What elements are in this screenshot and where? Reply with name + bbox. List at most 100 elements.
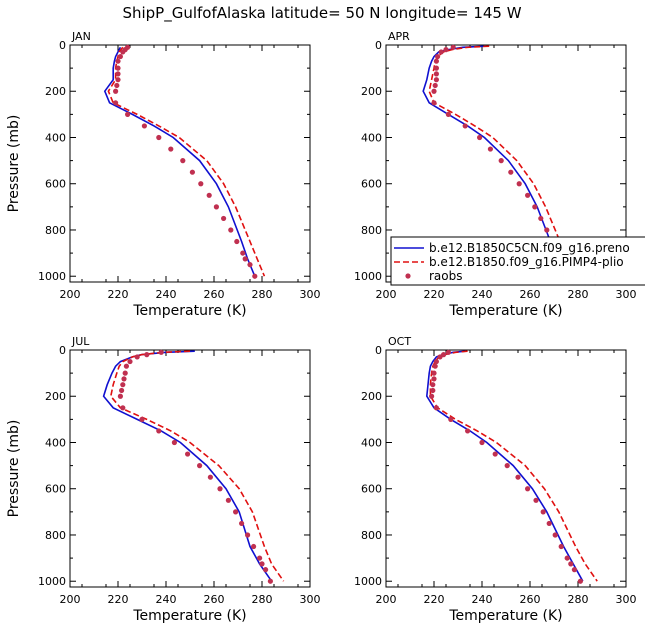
panel-jan: 200 220 240 260 280 300 0 200 400 600 800 1000 JAN Te… — [6, 30, 321, 319]
y-tick-label: 200 — [45, 390, 66, 403]
raobs-point — [538, 215, 544, 222]
raobs-point — [120, 49, 126, 55]
y-tick-label: 800 — [45, 224, 66, 237]
raobs-point — [221, 215, 227, 222]
plot-frame — [385, 349, 627, 588]
raobs-point — [544, 227, 550, 233]
x-tick-label: 220 — [108, 593, 129, 606]
y-tick-label: 600 — [45, 483, 66, 496]
raobs-point — [533, 497, 539, 503]
x-tick-label: 200 — [60, 593, 81, 606]
raobs-point — [115, 65, 121, 71]
raobs-point — [546, 520, 552, 527]
y-tick-label: 1000 — [38, 270, 66, 283]
raobs-point — [242, 256, 248, 262]
raobs-point — [558, 543, 564, 550]
raobs-point — [114, 82, 120, 89]
raobs-point — [267, 578, 273, 584]
raobs-point — [525, 192, 531, 198]
y-axis-label: Pressure (mb) — [6, 420, 22, 518]
raobs-point — [125, 111, 131, 117]
raobs-point — [508, 169, 514, 175]
y-tick-label: 400 — [45, 131, 66, 144]
x-tick-label: 280 — [252, 288, 273, 301]
raobs-point — [144, 352, 150, 358]
series-raobs — [429, 349, 584, 584]
raobs-point — [431, 100, 437, 106]
x-tick-label: 300 — [616, 288, 637, 301]
raobs-point — [450, 44, 456, 50]
y-tick-label: 400 — [45, 436, 66, 449]
x-axis-label: Temperature (K) — [132, 608, 246, 624]
x-tick-label: 220 — [424, 593, 445, 606]
plot-frame — [69, 349, 311, 588]
raobs-point — [156, 134, 162, 141]
raobs-point — [141, 123, 147, 129]
y-tick-label: 800 — [45, 529, 66, 542]
raobs-point — [189, 169, 195, 175]
raobs-point — [257, 555, 263, 561]
y-tick-label: 0 — [375, 344, 382, 357]
raobs-point — [251, 543, 257, 550]
raobs-point — [577, 578, 584, 584]
raobs-point — [117, 53, 123, 60]
x-tick-label: 260 — [204, 593, 225, 606]
legend-label: b.e12.B1850.f09_g16.PIMP4-plio — [429, 255, 624, 269]
raobs-point — [477, 134, 483, 141]
raobs-point — [207, 474, 213, 480]
raobs-point — [115, 58, 121, 64]
raobs-point — [225, 497, 231, 503]
x-axis-label: Temperature (K) — [132, 303, 246, 319]
raobs-point — [438, 49, 444, 55]
y-tick-label: 800 — [361, 529, 382, 542]
raobs-point — [198, 181, 204, 187]
x-tick-label: 260 — [520, 288, 541, 301]
raobs-point — [239, 520, 245, 527]
raobs-point — [228, 227, 234, 233]
raobs-point — [433, 65, 439, 71]
y-tick-label: 600 — [361, 178, 382, 191]
series-raobs — [113, 44, 258, 279]
raobs-point — [431, 370, 437, 376]
raobs-point — [445, 111, 451, 117]
raobs-point — [433, 77, 439, 83]
raobs-point — [432, 363, 438, 369]
raobs-point — [158, 349, 164, 355]
raobs-point — [206, 192, 212, 198]
raobs-point — [516, 181, 522, 187]
raobs-point — [433, 358, 439, 365]
y-tick-label: 1000 — [354, 270, 382, 283]
raobs-point — [213, 204, 219, 210]
raobs-point — [123, 363, 129, 369]
raobs-point — [431, 376, 437, 382]
raobs-point — [139, 416, 145, 422]
x-tick-label: 240 — [156, 288, 177, 301]
panel-label: OCT — [388, 335, 411, 348]
raobs-point — [263, 567, 269, 573]
raobs-point — [430, 387, 436, 394]
panel-jul: 200 220 240 260 280 300 0 200 400 600 800 1000 JUL Te… — [6, 335, 321, 624]
raobs-point — [171, 439, 177, 446]
figure-title: ShipP_GulfofAlaska latitude= 50 N longit… — [122, 4, 521, 23]
raobs-point — [433, 405, 439, 411]
raobs-point — [525, 486, 531, 492]
raobs-point — [180, 158, 186, 164]
x-tick-label: 200 — [60, 288, 81, 301]
series-line-1 — [103, 46, 256, 277]
raobs-point — [168, 146, 174, 152]
raobs-point — [504, 463, 510, 469]
y-tick-label: 600 — [45, 178, 66, 191]
x-tick-label: 220 — [108, 288, 129, 301]
raobs-point — [487, 146, 493, 152]
series-line-1 — [102, 350, 273, 582]
raobs-point — [234, 238, 240, 245]
raobs-point — [127, 358, 133, 365]
raobs-point — [233, 509, 239, 515]
y-tick-label: 600 — [361, 483, 382, 496]
raobs-point — [432, 82, 438, 89]
raobs-point — [429, 393, 435, 399]
raobs-point — [479, 439, 485, 446]
raobs-point — [462, 123, 468, 129]
x-tick-label: 220 — [424, 288, 445, 301]
